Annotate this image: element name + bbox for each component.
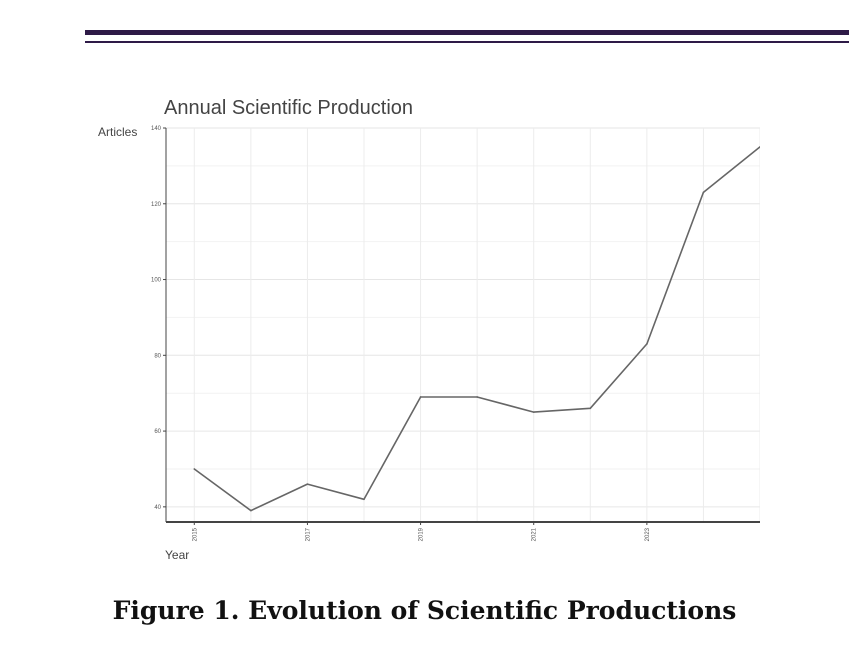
y-tick-label: 80 xyxy=(154,353,161,359)
ticks: 40 60 80 100 120 140 2015 2017 2019 2021 2023 xyxy=(151,126,651,541)
data-point xyxy=(589,407,592,410)
data-point xyxy=(363,498,365,501)
y-tick-label: 60 xyxy=(154,429,161,435)
y-tick-label: 120 xyxy=(151,202,162,208)
chart-title: Annual Scientific Production xyxy=(164,97,413,119)
y-tick-label: 40 xyxy=(154,505,161,511)
x-tick-label: 2023 xyxy=(645,527,651,541)
header-rule-thick xyxy=(85,30,849,35)
data-point xyxy=(193,468,196,470)
figure-caption: Figure 1. Evolution of Scientific Produc… xyxy=(112,596,737,625)
x-tick-label: 2015 xyxy=(192,527,198,541)
x-axis-label: Year xyxy=(165,548,189,562)
data-point xyxy=(306,483,309,485)
data-point xyxy=(702,191,705,194)
y-tick-label: 140 xyxy=(151,126,162,132)
data-point xyxy=(646,343,648,345)
line-chart: 40 60 80 100 120 140 2015 2017 2019 2021 2023 Annu… xyxy=(98,97,760,562)
data-point xyxy=(759,146,760,148)
data-point xyxy=(250,509,252,512)
axes xyxy=(165,128,760,523)
x-tick-label: 2017 xyxy=(305,527,311,541)
x-tick-label: 2019 xyxy=(419,527,425,541)
data-point xyxy=(476,396,478,398)
data-point xyxy=(419,396,422,398)
x-tick-label: 2021 xyxy=(532,527,538,541)
y-axis-label: Articles xyxy=(98,125,137,139)
grid xyxy=(166,127,760,522)
data-point xyxy=(532,411,535,413)
y-tick-label: 100 xyxy=(151,278,162,284)
series xyxy=(193,146,760,512)
header-rule-thin xyxy=(85,41,849,43)
